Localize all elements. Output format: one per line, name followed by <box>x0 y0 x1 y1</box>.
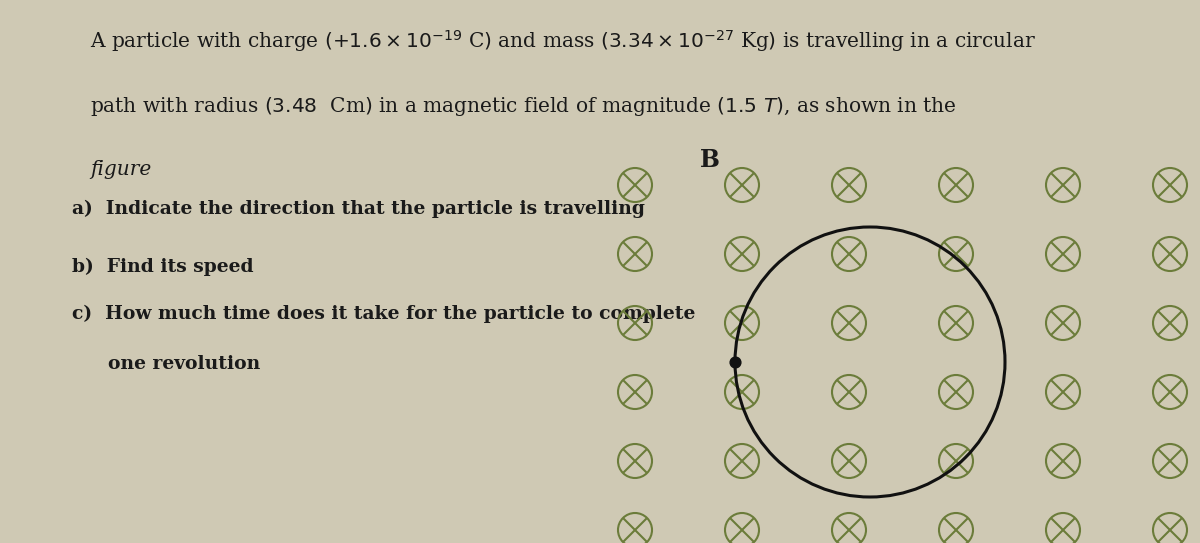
Text: figure: figure <box>90 160 151 179</box>
Text: a)  Indicate the direction that the particle is travelling: a) Indicate the direction that the parti… <box>72 200 646 218</box>
Point <box>725 358 744 367</box>
Text: c)  How much time does it take for the particle to complete: c) How much time does it take for the pa… <box>72 305 695 323</box>
Text: B: B <box>700 148 720 172</box>
Text: b)  Find its speed: b) Find its speed <box>72 258 253 276</box>
Text: A particle with charge $(+1.6\times10^{-19}$ C$)$ and mass $(3.34\times10^{-27}$: A particle with charge $(+1.6\times10^{-… <box>90 28 1036 54</box>
Text: path with radius $(3.48\ $ Cm$)$ in a magnetic field of magnitude $(1.5\ T)$, as: path with radius $(3.48\ $ Cm$)$ in a ma… <box>90 95 956 118</box>
Text: one revolution: one revolution <box>108 355 260 373</box>
